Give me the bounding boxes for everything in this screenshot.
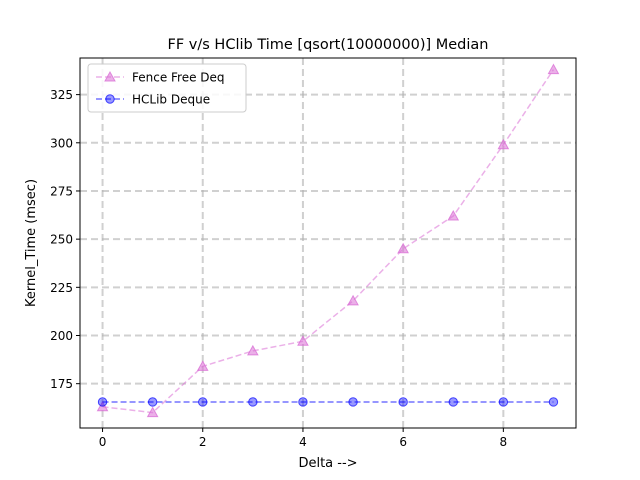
y-tick-label: 225 xyxy=(50,281,73,295)
x-tick-label: 6 xyxy=(399,435,407,449)
legend-label: Fence Free Deq xyxy=(132,71,225,85)
data-point xyxy=(97,397,108,407)
y-tick-label: 250 xyxy=(50,233,73,247)
y-axis-label: Kernel_Time (msec) xyxy=(24,179,39,307)
data-point xyxy=(448,397,458,407)
y-tick-label: 300 xyxy=(50,136,73,150)
series-line xyxy=(102,69,555,414)
x-tick-label: 8 xyxy=(500,435,508,449)
x-tick-label: 4 xyxy=(299,435,307,449)
legend-label: HCLib Deque xyxy=(132,93,210,107)
legend-box xyxy=(87,63,247,113)
legend-marker xyxy=(105,94,115,104)
y-tick-label: 275 xyxy=(50,184,73,198)
data-point xyxy=(497,138,510,150)
x-axis-label: Delta --> xyxy=(298,456,357,471)
series-1 xyxy=(96,63,560,418)
x-tick-label: 2 xyxy=(199,435,207,449)
x-tick-label: 0 xyxy=(99,435,107,449)
legend: Fence Free Deq HCLib Deque xyxy=(87,63,247,113)
data-point xyxy=(447,209,460,221)
data-point xyxy=(398,397,408,407)
data-point xyxy=(397,242,410,254)
chart-title: FF v/s HClib Time [qsort(10000000)] Medi… xyxy=(168,37,489,53)
series-2 xyxy=(97,397,559,407)
data-point xyxy=(348,397,358,407)
y-axis: 175 200 225 250 275 300 325 xyxy=(50,88,80,391)
x-axis: 0 2 4 6 8 xyxy=(99,428,507,449)
data-point xyxy=(146,406,159,418)
data-point xyxy=(198,397,208,407)
data-point xyxy=(297,335,309,346)
legend-marker xyxy=(104,70,116,82)
data-point xyxy=(248,397,258,407)
legend-item: Fence Free Deq xyxy=(96,71,225,85)
data-point xyxy=(547,63,560,75)
series-layer xyxy=(96,63,560,418)
y-tick-label: 200 xyxy=(50,329,73,343)
y-tick-label: 175 xyxy=(50,377,73,391)
data-point xyxy=(147,397,158,407)
data-point xyxy=(498,397,509,407)
data-point xyxy=(298,397,308,407)
data-point xyxy=(246,344,259,356)
data-point xyxy=(347,294,359,306)
data-point xyxy=(196,360,209,371)
y-tick-label: 325 xyxy=(50,88,73,102)
plot-frame xyxy=(79,57,577,429)
data-point xyxy=(548,397,559,407)
legend-item: HCLib Deque xyxy=(96,93,210,107)
